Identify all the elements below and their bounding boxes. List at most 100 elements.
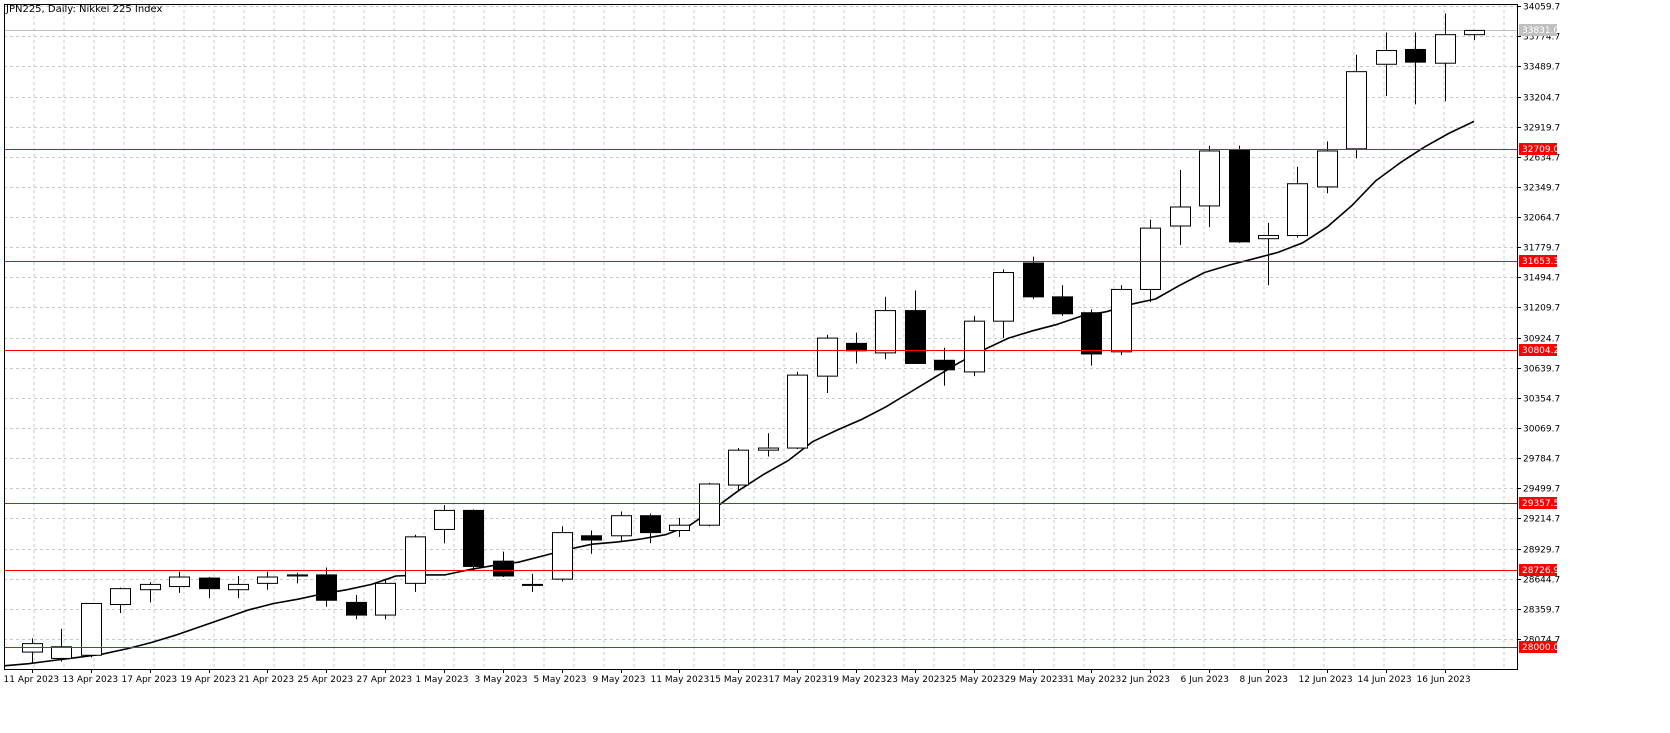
candle-bullish: [611, 511, 632, 542]
candle-bullish: [1287, 166, 1308, 238]
level-price-tag[interactable]: 30804.2: [1519, 344, 1559, 356]
candle-bullish: [1435, 13, 1456, 102]
level-tag-background: [1519, 641, 1557, 653]
price-tick-label: 28074.7: [1523, 636, 1560, 646]
date-tick-label: 8 Jun 2023: [1240, 675, 1288, 685]
candles: [22, 13, 1485, 664]
candle-body: [140, 583, 161, 591]
date-tick-label: 27 Apr 2023: [357, 675, 413, 685]
chart-grid: [4, 4, 1517, 669]
candle-bullish: [375, 579, 396, 620]
price-tick-label: 34059.7: [1523, 3, 1560, 13]
date-tick-label: 3 May 2023: [475, 675, 528, 685]
level-price-tag[interactable]: 32709.0: [1519, 143, 1559, 155]
level-price-tag[interactable]: 28000.0: [1519, 641, 1559, 653]
price-tick-label: 28644.7: [1523, 576, 1560, 586]
date-tick-label: 19 Apr 2023: [181, 675, 237, 685]
candle-body: [1317, 150, 1338, 188]
candle-bullish: [1199, 145, 1220, 228]
date-tick-label: 5 May 2023: [534, 675, 587, 685]
level-tag-background: [1519, 344, 1557, 356]
candle-body: [964, 320, 985, 373]
candle-body: [51, 646, 72, 659]
price-tick-label: 30924.7: [1523, 335, 1560, 345]
candle-body: [228, 583, 249, 591]
candle-body: [905, 310, 926, 364]
candle-bearish: [640, 513, 661, 544]
candle-body: [611, 515, 632, 537]
candle-body: [1199, 150, 1220, 207]
date-axis[interactable]: 11 Apr 2023 13 Apr 2023 17 Apr 2023 19 Apr …: [4, 669, 1471, 685]
date-tick-label: 17 May 2023: [769, 675, 828, 685]
candle-bearish: [1052, 285, 1073, 316]
last-price-tag-background: [1519, 24, 1557, 36]
candle-body: [1435, 34, 1456, 64]
level-price-tag[interactable]: 29357.5: [1519, 497, 1559, 509]
price-tick-label: 28929.7: [1523, 546, 1560, 556]
candle-body: [405, 536, 426, 584]
candle-bearish: [463, 509, 484, 571]
candle-body: [934, 359, 955, 371]
candle-body: [316, 574, 337, 601]
candle-bullish: [964, 315, 985, 377]
date-tick-label: 2 Jun 2023: [1122, 675, 1170, 685]
date-tick-label: 25 Apr 2023: [298, 675, 354, 685]
candle-bearish: [1229, 145, 1250, 243]
candle-bearish: [581, 530, 602, 554]
candle-body: [1376, 50, 1397, 65]
level-tag-label: 29357.5: [1522, 499, 1559, 509]
level-tag-label: 31653.3: [1522, 257, 1559, 267]
candle-body: [1229, 149, 1250, 243]
candle-bearish: [1081, 309, 1102, 366]
candle-body: [169, 576, 190, 588]
price-tick-label: 29784.7: [1523, 455, 1560, 465]
date-tick-label: 21 Apr 2023: [239, 675, 295, 685]
candle-body: [81, 602, 102, 656]
candle-body: [1140, 227, 1161, 290]
candle-bullish: [817, 334, 838, 394]
date-tick-label: 14 Jun 2023: [1358, 675, 1412, 685]
candle-bullish: [1258, 222, 1279, 286]
date-tick-label: 17 Apr 2023: [122, 675, 178, 685]
horizontal-levels[interactable]: [4, 149, 1517, 648]
candle-bullish: [522, 573, 543, 592]
candle-body: [199, 577, 220, 590]
candle-bullish: [993, 269, 1014, 339]
candle-body: [1081, 312, 1102, 355]
candle-bullish: [552, 526, 573, 582]
level-tag-label: 28726.9: [1522, 566, 1559, 576]
candle-bullish: [1346, 54, 1367, 159]
level-tag-label: 32709.0: [1522, 145, 1559, 155]
candle-body: [1346, 71, 1367, 150]
candle-body: [463, 509, 484, 567]
candle-bullish: [110, 587, 131, 613]
date-tick-label: 29 May 2023: [1005, 675, 1064, 685]
candle-body: [1287, 183, 1308, 237]
candle-bullish: [228, 575, 249, 599]
date-tick-label: 15 May 2023: [710, 675, 769, 685]
candle-bearish: [493, 551, 514, 578]
date-tick-label: 11 May 2023: [651, 675, 710, 685]
candle-bearish: [1023, 256, 1044, 299]
candle-body: [493, 560, 514, 577]
candle-bullish: [81, 602, 102, 658]
candle-body: [699, 483, 720, 526]
candle-bullish: [434, 505, 455, 544]
candle-bearish: [934, 347, 955, 386]
plot-border: [4, 4, 1518, 670]
price-tick-label: 32919.7: [1523, 124, 1560, 134]
chart-frame: [4, 4, 1518, 670]
candle-body: [1052, 296, 1073, 315]
price-tick-label: 29214.7: [1523, 515, 1560, 525]
candle-bullish: [1140, 219, 1161, 303]
candle-body: [1023, 262, 1044, 298]
candle-body: [375, 582, 396, 616]
level-tag-background: [1519, 255, 1557, 267]
date-tick-label: 12 Jun 2023: [1299, 675, 1353, 685]
level-price-tag[interactable]: 28726.9: [1519, 564, 1559, 576]
level-price-tag[interactable]: 31653.3: [1519, 255, 1559, 267]
candle-bearish: [199, 577, 220, 599]
price-axis[interactable]: 28074.7 28359.7 28644.7 28929.7 29214.7 29499…: [1517, 3, 1560, 654]
candle-body: [434, 509, 455, 530]
